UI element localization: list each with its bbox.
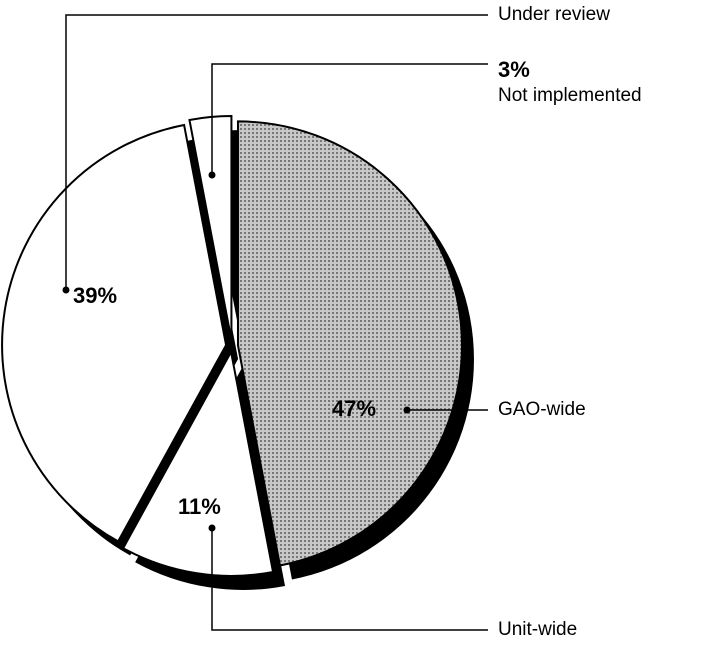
leader-dot bbox=[208, 524, 216, 532]
value-label: 39% bbox=[73, 283, 117, 308]
category-label: Under review bbox=[498, 4, 610, 25]
pie bbox=[1, 115, 463, 577]
leader-dot bbox=[208, 171, 216, 179]
value-label: 47% bbox=[332, 396, 376, 421]
leader-line bbox=[211, 63, 488, 175]
slice bbox=[236, 120, 463, 567]
slice bbox=[188, 115, 233, 341]
value-label: 3% bbox=[498, 57, 530, 82]
category-label: Unit-wide bbox=[498, 619, 577, 640]
category-label: Not implemented bbox=[498, 85, 642, 106]
leader-dot bbox=[62, 286, 70, 294]
leader-line bbox=[211, 528, 488, 631]
value-label: 11% bbox=[178, 494, 221, 519]
category-label: GAO-wide bbox=[498, 399, 586, 420]
leader-dot bbox=[403, 406, 411, 414]
slice bbox=[1, 123, 228, 543]
slice bbox=[121, 349, 275, 577]
labels: 47% GAO-wide 11% Unit-wide 39% Under review 3%… bbox=[62, 4, 642, 640]
leader-line bbox=[65, 14, 488, 290]
